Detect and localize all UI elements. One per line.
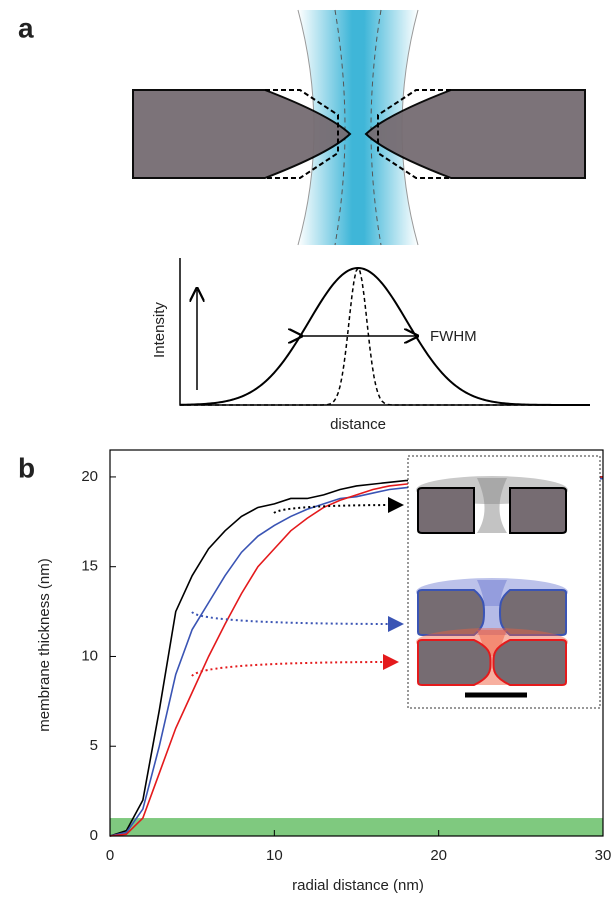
y-tick-label: 15 xyxy=(81,558,98,575)
panel-label: b xyxy=(18,452,35,483)
y-axis-label: membrane thickness (nm) xyxy=(36,558,53,731)
pointer-arrow xyxy=(273,497,404,514)
inset-membrane xyxy=(417,639,492,686)
fwhm-label: FWHM xyxy=(430,328,477,345)
distance-label: distance xyxy=(330,416,386,433)
panel-label: a xyxy=(18,12,34,43)
x-tick-label: 0 xyxy=(106,847,114,864)
inset-neck xyxy=(477,478,507,533)
inset-membrane xyxy=(417,589,486,636)
inset-membrane xyxy=(498,589,567,636)
inset xyxy=(407,455,601,709)
inset-neck xyxy=(477,580,507,635)
gaussian-narrow xyxy=(180,266,590,406)
plot: 0 10 20 30 0 5 10 15 20 xyxy=(81,449,612,864)
pointer-arrow xyxy=(191,611,404,632)
x-tick-label: 30 xyxy=(595,847,612,864)
intensity-axes xyxy=(179,258,590,406)
membrane-right xyxy=(364,89,586,179)
intensity-label: Intensity xyxy=(151,302,168,358)
y-tick-label: 10 xyxy=(81,647,98,664)
x-tick-label: 20 xyxy=(430,847,447,864)
y-tick-label: 0 xyxy=(90,827,98,844)
membrane-outline xyxy=(265,89,451,179)
beam xyxy=(298,10,418,245)
plot-frame xyxy=(109,449,604,837)
inset-membrane xyxy=(417,487,475,534)
x-axis-label: radial distance (nm) xyxy=(292,877,424,894)
y-tick-label: 5 xyxy=(90,737,98,754)
membrane-left xyxy=(132,89,352,179)
inset-membrane xyxy=(492,639,567,686)
y-tick-label: 20 xyxy=(81,468,98,485)
shaded-band xyxy=(110,818,603,836)
pointer-arrow xyxy=(191,654,399,677)
x-tick-label: 10 xyxy=(266,847,283,864)
inset-membrane xyxy=(509,487,567,534)
